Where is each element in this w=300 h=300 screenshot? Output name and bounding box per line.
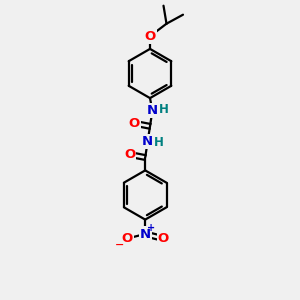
Text: O: O (144, 30, 156, 43)
Text: −: − (115, 239, 124, 250)
Text: O: O (158, 232, 169, 245)
Text: O: O (122, 232, 133, 245)
Text: O: O (129, 117, 140, 130)
Text: O: O (124, 148, 135, 161)
Text: N: N (142, 135, 153, 148)
Text: +: + (147, 223, 155, 233)
Text: N: N (147, 104, 158, 117)
Text: H: H (159, 103, 169, 116)
Text: N: N (140, 227, 151, 241)
Text: H: H (154, 136, 164, 149)
